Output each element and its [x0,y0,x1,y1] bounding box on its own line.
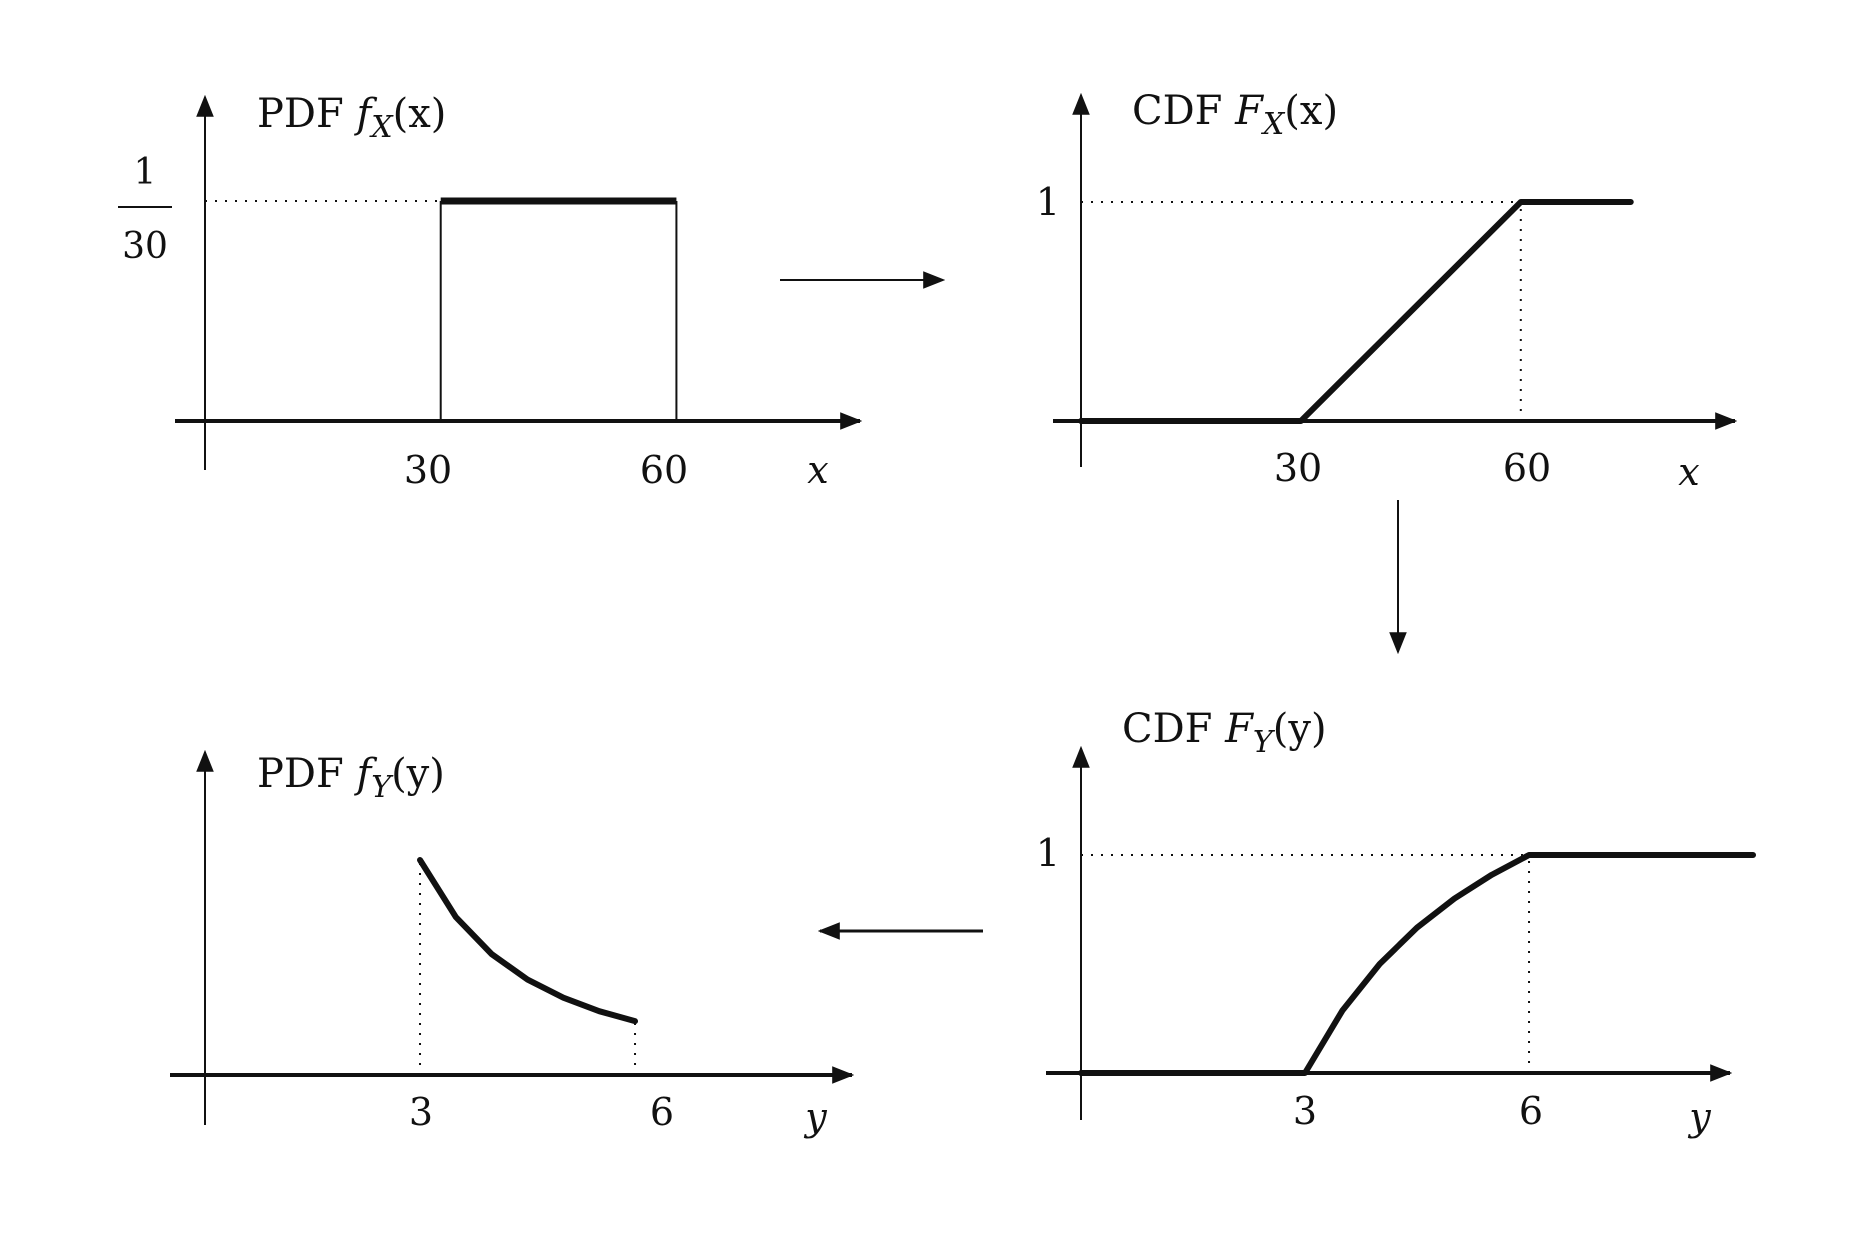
x-tick-label: 6 [1519,1089,1543,1133]
x-tick-label: 60 [640,448,688,492]
panel-title: PDF fY(y) [257,751,445,805]
panel-title: CDF FX(x) [1132,88,1338,142]
series-line [1078,199,1634,424]
x-axis-label: y [803,1095,827,1139]
panel-title: PDF fX(x) [257,91,446,145]
x-tick-label: 60 [1503,446,1551,490]
panel-pdf-x: PDF fX(x) 1 30 30 60 x [118,91,863,492]
x-tick-label: 30 [404,448,452,492]
panel-title: CDF FY(y) [1122,706,1327,760]
y-tick-label: 1 [1036,180,1060,224]
x-tick-label: 3 [1293,1089,1317,1133]
plot-layer [205,197,1757,1076]
fraction-denominator: 30 [122,226,168,267]
x-axis-label: x [807,448,828,492]
series-line [417,857,639,1025]
x-tick-label: 3 [409,1090,433,1134]
fraction-numerator: 1 [134,152,157,193]
series-line [1078,852,1757,1076]
y-tick-label: 1 [1036,831,1060,875]
panel-pdf-y: PDF fY(y) 3 6 y [170,749,855,1139]
x-tick-label: 6 [650,1090,674,1134]
x-axis-label: x [1678,450,1699,494]
y-tick-fraction: 1 30 [118,152,172,267]
x-axis-label: y [1687,1095,1711,1139]
x-tick-label: 30 [1274,446,1322,490]
panel-cdf-x: CDF FX(x) 1 30 60 x [1036,88,1738,494]
